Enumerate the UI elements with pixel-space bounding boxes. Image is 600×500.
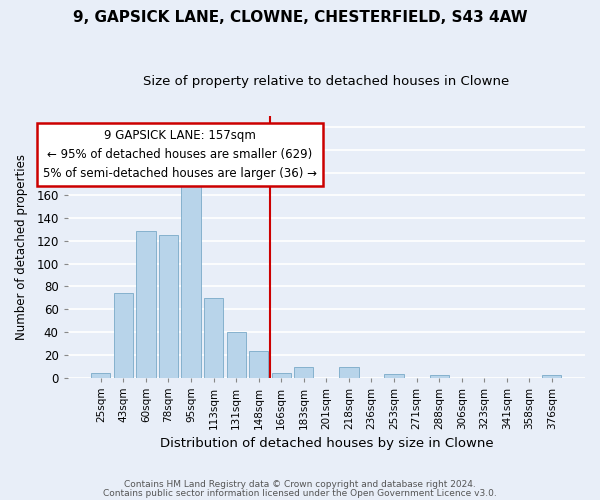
Text: Contains public sector information licensed under the Open Government Licence v3: Contains public sector information licen… <box>103 488 497 498</box>
Text: 9, GAPSICK LANE, CLOWNE, CHESTERFIELD, S43 4AW: 9, GAPSICK LANE, CLOWNE, CHESTERFIELD, S… <box>73 10 527 25</box>
Bar <box>249 352 268 378</box>
Bar <box>91 373 110 378</box>
Bar <box>294 368 313 378</box>
Bar <box>181 174 200 378</box>
Bar <box>430 375 449 378</box>
Bar <box>340 368 359 378</box>
Bar <box>204 298 223 378</box>
Text: Contains HM Land Registry data © Crown copyright and database right 2024.: Contains HM Land Registry data © Crown c… <box>124 480 476 489</box>
X-axis label: Distribution of detached houses by size in Clowne: Distribution of detached houses by size … <box>160 437 493 450</box>
Bar <box>159 235 178 378</box>
Bar <box>227 332 246 378</box>
Text: 9 GAPSICK LANE: 157sqm
← 95% of detached houses are smaller (629)
5% of semi-det: 9 GAPSICK LANE: 157sqm ← 95% of detached… <box>43 129 317 180</box>
Title: Size of property relative to detached houses in Clowne: Size of property relative to detached ho… <box>143 75 509 88</box>
Bar <box>542 375 562 378</box>
Y-axis label: Number of detached properties: Number of detached properties <box>15 154 28 340</box>
Bar <box>272 373 291 378</box>
Bar <box>114 293 133 378</box>
Bar <box>136 230 155 378</box>
Bar <box>385 374 404 378</box>
